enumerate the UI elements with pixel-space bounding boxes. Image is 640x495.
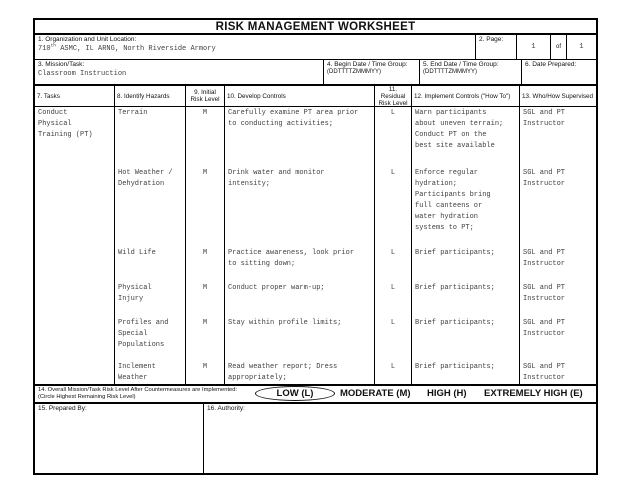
initial-risk-column: M M M M M M [186, 107, 225, 384]
initial-risk-value: M [202, 109, 208, 117]
end-date-cell[interactable]: 5. End Date / Time Group: (DDTTTTZMMMYY) [420, 60, 522, 84]
hazard-entry: Physical Injury [118, 284, 152, 303]
authority-cell[interactable]: 16. Authority: [204, 404, 596, 473]
supervision-entry: SGL and PT Instructor [523, 109, 566, 128]
circled-risk-ellipse[interactable]: LOW (L) [255, 386, 335, 401]
date-prepared-cell[interactable]: 6. Date Prepared: [522, 60, 596, 84]
table-body: Conduct Physical Training (PT) Terrain H… [35, 107, 596, 384]
hazards-column: Terrain Hot Weather / Dehydration Wild L… [115, 107, 186, 384]
empty-cell [35, 167, 114, 247]
prepared-by-cell[interactable]: 15. Prepared By: [35, 404, 204, 473]
implement-entry: Brief participants; [415, 363, 495, 371]
risk-option-moderate[interactable]: MODERATE (M) [340, 388, 411, 399]
footer-row: 15. Prepared By: 16. Authority: [35, 404, 596, 473]
org-value-base: 710 [38, 45, 51, 53]
empty-cell [35, 317, 114, 361]
mission-task-cell: 3. Mission/Task: Classroom Instruction [35, 60, 324, 84]
header-residual-risk-level: 11. Residual Risk Level [375, 86, 412, 106]
begin-date-cell[interactable]: 4. Begin Date / Time Group: (DDTTTTZMMMY… [324, 60, 420, 84]
overall-risk-label-line1: 14. Overall Mission/Task Risk Level Afte… [38, 387, 238, 393]
controls-entry: Conduct proper warm-up; [228, 284, 325, 292]
page-label-cell: 2. Page: [476, 35, 517, 59]
supervision-entry: SGL and PT Instructor [523, 319, 566, 338]
initial-risk-value: M [202, 169, 208, 177]
implement-entry: Brief participants; [415, 284, 495, 292]
org-page-row: 1. Organization and Unit Location: 710th… [35, 35, 596, 60]
residual-risk-value: L [390, 284, 396, 292]
implement-entry: Brief participants; [415, 319, 495, 327]
header-implement-controls: 12. Implement Controls ("How To") [412, 86, 520, 106]
page-total-cell: 1 [579, 42, 584, 51]
end-date-format-hint: (DDTTTTZMMMYY) [423, 69, 477, 75]
implement-controls-column: Warn participants about uneven terrain; … [412, 107, 520, 384]
overall-risk-section: 14. Overall Mission/Task Risk Level Afte… [35, 384, 596, 404]
form-title: RISK MANAGEMENT WORKSHEET [35, 20, 596, 35]
controls-entry: Carefully examine PT area prior to condu… [228, 109, 359, 128]
initial-risk-value: M [202, 319, 208, 327]
org-value-superscript: th [50, 43, 57, 49]
residual-risk-value: L [390, 249, 396, 257]
header-tasks: 7. Tasks [35, 86, 115, 106]
risk-option-low[interactable]: LOW (L) [276, 388, 314, 399]
supervision-entry: SGL and PT Instructor [523, 363, 566, 382]
authority-label: 16. Authority: [207, 405, 245, 412]
header-develop-controls: 10. Develop Controls [225, 86, 375, 106]
supervision-entry: SGL and PT Instructor [523, 249, 566, 268]
initial-risk-value: M [202, 284, 208, 292]
prepared-by-label: 15. Prepared By: [38, 405, 87, 412]
risk-management-worksheet: RISK MANAGEMENT WORKSHEET 1. Organizatio… [33, 18, 598, 475]
page-of-cell: of [551, 35, 567, 59]
empty-cell [35, 247, 114, 282]
controls-entry: Read weather report; Dress appropriately… [228, 363, 338, 382]
risk-option-high[interactable]: HIGH (H) [427, 388, 467, 399]
table-header-row: 7. Tasks 8. Identify Hazards 9. Initial … [35, 86, 596, 107]
organization-value: 710th ASMC, IL ARNG, North Riverside Arm… [38, 44, 472, 55]
org-value-rest: ASMC, IL ARNG, North Riverside Armory [56, 45, 216, 53]
hazard-entry: Profiles and Special Populations [118, 319, 169, 349]
overall-risk-label-line2: (Circle Highest Remaining Risk Level) [38, 394, 136, 400]
controls-entry: Stay within profile limits; [228, 319, 342, 327]
begin-date-format-hint: (DDTTTTZMMMYY) [327, 69, 381, 75]
tasks-column: Conduct Physical Training (PT) [35, 107, 115, 384]
empty-cell [35, 282, 114, 317]
mission-task-value: Classroom Instruction [38, 70, 127, 78]
residual-risk-value: L [390, 319, 396, 327]
controls-entry: Practice awareness, look prior to sittin… [228, 249, 355, 268]
begin-date-label: 4. Begin Date / Time Group: [327, 61, 408, 68]
supervision-column: SGL and PT Instructor SGL and PT Instruc… [520, 107, 596, 384]
controls-entry: Drink water and monitor intensity; [228, 169, 325, 188]
mission-task-label: 3. Mission/Task: [38, 61, 85, 68]
hazard-entry: Hot Weather / Dehydration [118, 169, 173, 188]
risk-option-extremely-high[interactable]: EXTREMELY HIGH (E) [484, 388, 583, 399]
task-entry: Conduct Physical Training (PT) [38, 109, 93, 139]
residual-risk-value: L [390, 109, 396, 117]
residual-risk-column: L L L L L L [375, 107, 412, 384]
develop-controls-column: Carefully examine PT area prior to condu… [225, 107, 375, 384]
implement-entry: Warn participants about uneven terrain; … [415, 109, 504, 150]
empty-cell [35, 361, 114, 384]
hazard-entry: Terrain [118, 109, 148, 117]
initial-risk-value: M [202, 249, 208, 257]
end-date-label: 5. End Date / Time Group: [423, 61, 499, 68]
residual-risk-value: L [390, 169, 396, 177]
residual-risk-value: L [390, 363, 396, 371]
initial-risk-value: M [202, 363, 208, 371]
implement-entry: Enforce regular hydration; Participants … [415, 169, 491, 232]
supervision-entry: SGL and PT Instructor [523, 284, 566, 303]
header-identify-hazards: 8. Identify Hazards [115, 86, 186, 106]
hazard-entry: Inclement Weather [118, 363, 156, 382]
header-initial-risk-level: 9. Initial Risk Level [186, 86, 225, 106]
implement-entry: Brief participants; [415, 249, 495, 257]
page-label: 2. Page: [479, 36, 504, 43]
supervision-entry: SGL and PT Instructor [523, 169, 566, 188]
date-prepared-label: 6. Date Prepared: [525, 61, 577, 68]
header-who-how-supervised: 13. Who/How Supervised [522, 92, 594, 100]
mission-dates-row: 3. Mission/Task: Classroom Instruction 4… [35, 60, 596, 86]
organization-label: 1. Organization and Unit Location: [38, 36, 137, 43]
organization-cell: 1. Organization and Unit Location: 710th… [35, 35, 476, 59]
hazard-entry: Wild Life [118, 249, 156, 257]
page-current-cell: 1 [517, 35, 551, 59]
overall-risk-label: 14. Overall Mission/Task Risk Level Afte… [38, 387, 237, 401]
